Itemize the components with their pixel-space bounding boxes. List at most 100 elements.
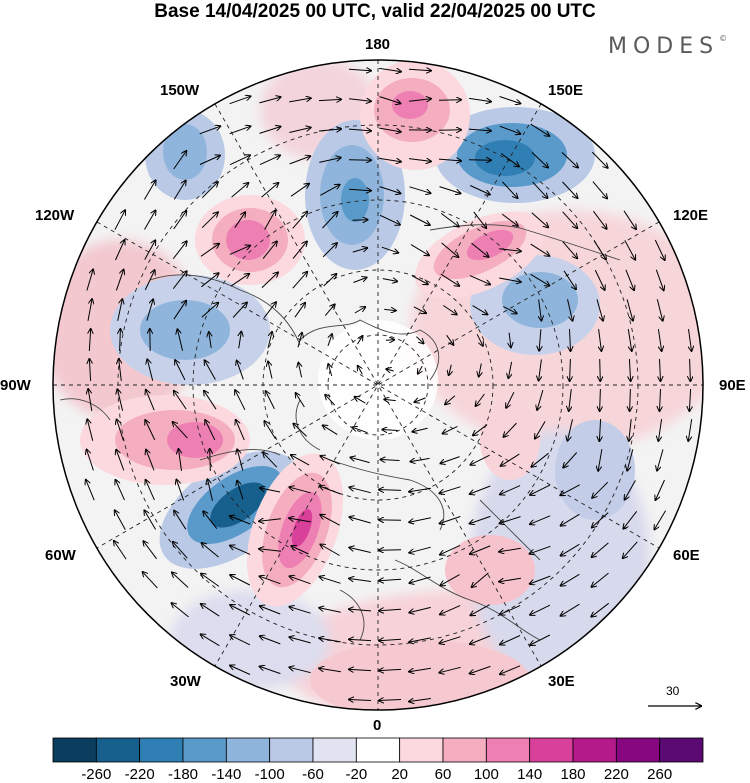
wind-vector <box>289 156 311 165</box>
wind-vector <box>660 358 661 381</box>
wind-vector <box>569 389 572 411</box>
wind-vector <box>627 329 631 351</box>
wind-vector <box>114 210 125 230</box>
wind-vector <box>210 449 211 472</box>
wind-vector <box>174 391 187 410</box>
wind-vector <box>384 309 396 310</box>
wind-vector <box>561 573 580 585</box>
wind-vector <box>230 575 251 586</box>
wind-vector <box>260 576 281 585</box>
wind-vector <box>88 389 93 411</box>
wind-vector <box>260 666 281 675</box>
wind-vector <box>476 393 485 406</box>
wind-vector <box>599 329 602 351</box>
wind-vector <box>439 666 461 672</box>
wind-vector <box>143 541 158 560</box>
wind-vector <box>446 334 454 345</box>
wind-vector <box>440 605 461 615</box>
wind-vector <box>348 189 371 190</box>
wind-vector <box>409 159 431 162</box>
wind-vector <box>179 449 182 471</box>
wind-vector <box>229 155 250 166</box>
wind-vector <box>117 420 124 441</box>
wind-vector <box>201 303 218 318</box>
wind-vector <box>600 388 601 411</box>
wind-vector <box>318 129 341 131</box>
wind-vector <box>320 515 340 526</box>
wind-vector <box>409 186 431 193</box>
wind-vector <box>177 329 184 351</box>
wind-vector <box>499 249 521 252</box>
wind-vector <box>473 424 488 436</box>
colorbar-swatch <box>182 737 227 763</box>
wind-vector <box>440 486 461 494</box>
reference-vector-label: 30 <box>666 684 680 698</box>
wind-vector <box>470 515 491 523</box>
wind-vector <box>266 391 275 410</box>
wind-vector <box>349 700 372 701</box>
colorbar-swatch <box>95 737 141 763</box>
wind-vector <box>531 152 548 167</box>
wind-vector <box>120 329 121 352</box>
wind-vector <box>201 212 218 229</box>
wind-vector <box>320 486 341 495</box>
wind-vector <box>500 485 521 495</box>
wind-vector <box>260 488 281 493</box>
wind-vector <box>440 516 461 524</box>
wind-vector <box>379 700 402 701</box>
wind-vector <box>593 240 606 260</box>
wind-vector <box>117 299 123 321</box>
wind-vector <box>173 301 186 320</box>
wind-vector <box>236 420 245 441</box>
wind-vector <box>386 369 394 371</box>
wind-vector <box>259 155 280 166</box>
wind-vector <box>205 360 216 380</box>
wind-vector <box>289 667 311 674</box>
wind-vector <box>501 453 520 466</box>
wind-vector <box>440 273 459 286</box>
colorbar-swatch <box>52 737 97 763</box>
wind-vector <box>234 212 245 228</box>
colorbar-swatch <box>529 737 574 763</box>
wind-vector <box>292 272 307 289</box>
wind-vector <box>290 607 311 614</box>
wind-vector <box>232 303 247 318</box>
wind-vector <box>264 210 276 230</box>
wind-vector <box>353 278 366 283</box>
wind-vector <box>259 519 281 522</box>
colorbar-tick-label: 20 <box>391 766 408 783</box>
wind-vector <box>570 328 571 351</box>
wind-vector <box>320 577 341 584</box>
wind-vector <box>479 363 482 377</box>
colorbar-tick-label: 260 <box>647 766 673 783</box>
colorbar-tick-label: 60 <box>434 766 452 783</box>
lon-label-180: 180 <box>365 36 391 53</box>
wind-vector <box>354 307 365 314</box>
lon-label-60e: 60E <box>673 547 700 564</box>
colorbar-swatch <box>572 737 617 763</box>
wind-vector <box>499 547 521 552</box>
wind-vector <box>322 212 338 229</box>
wind-vector <box>473 211 486 228</box>
wind-vector <box>349 548 371 553</box>
wind-vector <box>472 305 488 315</box>
wind-vector <box>630 388 631 411</box>
colorbar-swatch <box>615 737 661 763</box>
wind-vector <box>267 332 272 349</box>
wind-vector <box>175 360 186 381</box>
wind-vector <box>500 153 519 167</box>
wind-vector <box>470 604 490 616</box>
wind-vector <box>348 69 371 70</box>
wind-vector <box>660 388 661 411</box>
lon-label-120e: 120E <box>673 207 709 224</box>
wind-vector <box>654 239 664 260</box>
wind-vector <box>539 359 542 380</box>
wind-vector <box>471 242 489 257</box>
modes-logo: MODES© <box>608 34 728 59</box>
wind-vector <box>289 128 310 133</box>
wind-vector <box>327 334 332 347</box>
wind-vector <box>323 274 337 287</box>
colorbar-tick-label: -260 <box>81 766 112 783</box>
wind-vector <box>323 425 338 436</box>
wind-vector <box>379 67 401 71</box>
